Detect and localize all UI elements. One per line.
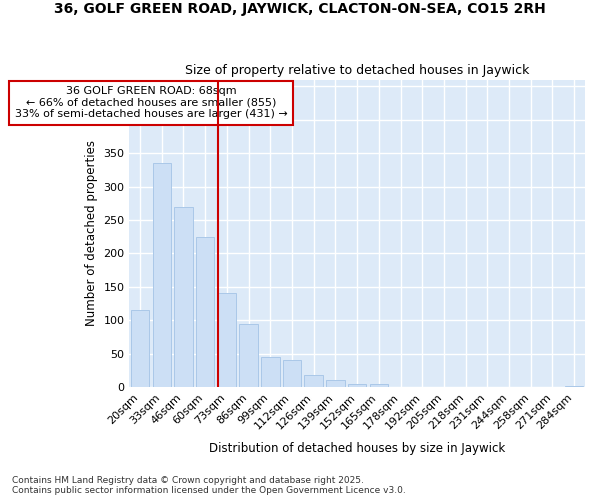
Bar	[304, 375, 323, 387]
Bar	[326, 380, 344, 387]
Text: Contains HM Land Registry data © Crown copyright and database right 2025.
Contai: Contains HM Land Registry data © Crown c…	[12, 476, 406, 495]
Bar	[239, 324, 258, 387]
Text: 36, GOLF GREEN ROAD, JAYWICK, CLACTON-ON-SEA, CO15 2RH: 36, GOLF GREEN ROAD, JAYWICK, CLACTON-ON…	[54, 2, 546, 16]
Bar	[152, 163, 171, 387]
Title: Size of property relative to detached houses in Jaywick: Size of property relative to detached ho…	[185, 64, 529, 77]
Bar	[565, 386, 583, 387]
X-axis label: Distribution of detached houses by size in Jaywick: Distribution of detached houses by size …	[209, 442, 505, 455]
Bar	[174, 206, 193, 387]
Text: 36 GOLF GREEN ROAD: 68sqm
← 66% of detached houses are smaller (855)
33% of semi: 36 GOLF GREEN ROAD: 68sqm ← 66% of detac…	[14, 86, 287, 120]
Bar	[348, 384, 367, 387]
Bar	[196, 236, 214, 387]
Bar	[283, 360, 301, 387]
Bar	[261, 357, 280, 387]
Bar	[370, 384, 388, 387]
Bar	[131, 310, 149, 387]
Bar	[218, 294, 236, 387]
Y-axis label: Number of detached properties: Number of detached properties	[85, 140, 98, 326]
